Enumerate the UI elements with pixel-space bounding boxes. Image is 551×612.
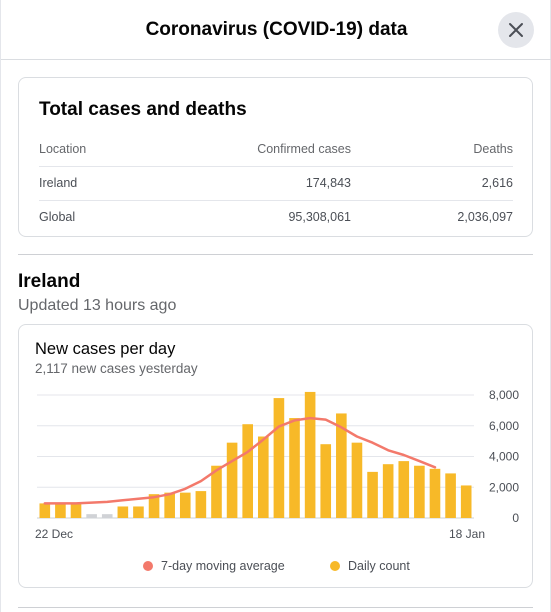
y-tick-label: 2,000	[489, 480, 519, 494]
bar	[304, 391, 316, 518]
region-updated-time: Updated 13 hours ago	[18, 297, 177, 314]
dialog-header: Coronavirus (COVID-19) data	[1, 0, 551, 60]
bar	[39, 503, 51, 518]
bar	[257, 436, 269, 518]
y-tick-label: 4,000	[489, 450, 519, 464]
totals-title: Total cases and deaths	[39, 99, 247, 120]
bar	[179, 492, 191, 518]
bar	[289, 418, 300, 518]
bar	[351, 442, 363, 518]
legend-daily-swatch	[330, 561, 340, 571]
totals-table: Location Confirmed cases Deaths Ireland …	[39, 133, 513, 235]
column-header-location: Location	[39, 142, 87, 156]
deaths-cell: 2,036,097	[457, 210, 513, 224]
table-row: Global 95,308,061 2,036,097	[39, 201, 513, 235]
bar	[273, 398, 285, 518]
y-tick-label: 6,000	[489, 419, 519, 433]
bar	[336, 413, 347, 518]
bar	[55, 503, 66, 518]
bar	[86, 514, 97, 518]
column-header-deaths: Deaths	[473, 142, 513, 156]
bar	[226, 442, 238, 518]
new-cases-chart: 0 2,000 4,000 6,000 8,000 22 Dec 18 Jan	[35, 388, 519, 541]
bar	[133, 506, 144, 518]
bar	[242, 424, 254, 518]
y-tick-label: 0	[512, 511, 519, 525]
legend-daily-label: Daily count	[348, 559, 410, 573]
moving-average-line	[43, 416, 437, 505]
chart-title: New cases per day	[35, 340, 176, 358]
bar	[148, 494, 160, 518]
table-row: Ireland 174,843 2,616	[39, 167, 513, 201]
bar	[367, 471, 378, 518]
confirmed-cell: 95,308,061	[288, 210, 351, 224]
bar	[70, 503, 82, 518]
bar	[460, 485, 472, 518]
confirmed-cell: 174,843	[305, 176, 351, 190]
bar	[117, 506, 129, 518]
bar	[101, 514, 113, 518]
section-divider	[18, 607, 533, 608]
bar	[445, 473, 456, 518]
legend-item-avg[interactable]: 7-day moving average	[143, 559, 285, 573]
location-cell: Global	[39, 210, 76, 224]
bar	[195, 491, 207, 518]
bar	[211, 465, 222, 518]
chart-subtitle: 2,117 new cases yesterday	[35, 361, 198, 376]
bar	[398, 461, 410, 518]
close-button[interactable]	[498, 12, 534, 48]
region-title: Ireland	[18, 271, 81, 292]
legend-item-daily[interactable]: Daily count	[330, 559, 410, 573]
totals-card: Total cases and deaths Location Confirme…	[18, 77, 533, 237]
legend-avg-swatch	[143, 561, 153, 571]
bar	[382, 464, 394, 518]
dialog-title: Coronavirus (COVID-19) data	[145, 19, 408, 40]
x-tick-label-end: 18 Jan	[449, 527, 485, 541]
section-divider	[18, 254, 533, 255]
bar	[320, 444, 332, 518]
bar	[414, 465, 425, 518]
table-header-row: Location Confirmed cases Deaths	[39, 133, 513, 167]
y-tick-label: 8,000	[489, 388, 519, 402]
x-tick-label-start: 22 Dec	[35, 527, 73, 541]
location-cell: Ireland	[39, 176, 78, 190]
deaths-cell: 2,616	[481, 176, 513, 190]
column-header-confirmed: Confirmed cases	[257, 142, 351, 156]
bar	[164, 492, 175, 518]
new-cases-chart-card: New cases per day 2,117 new cases yester…	[18, 324, 533, 588]
bar	[429, 468, 441, 518]
close-icon	[509, 23, 523, 37]
legend-avg-label: 7-day moving average	[161, 559, 285, 573]
